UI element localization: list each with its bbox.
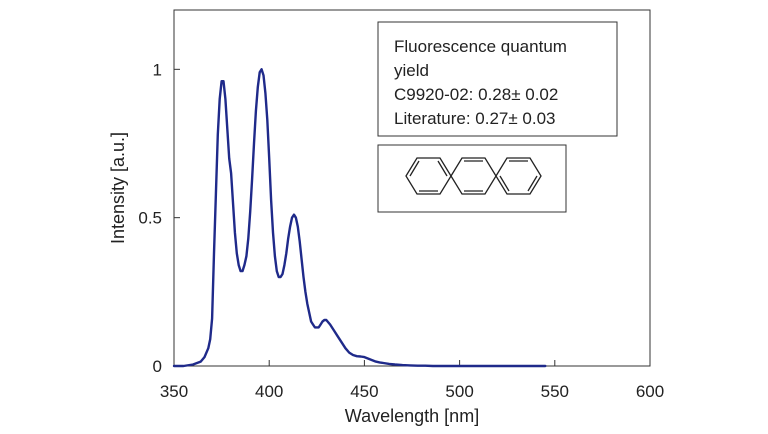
anthracene-molecule-icon xyxy=(405,157,542,195)
legend-line-1: Fluorescence quantum xyxy=(394,37,567,56)
y-tick-label: 1 xyxy=(153,60,162,79)
legend-line-3: C9920-02: 0.28± 0.02 xyxy=(394,85,558,104)
structure-frame xyxy=(377,144,567,213)
y-axis-title: Intensity [a.u.] xyxy=(108,132,128,244)
legend-frame xyxy=(377,21,618,137)
series-line xyxy=(172,68,547,368)
x-axis-title: Wavelength [nm] xyxy=(345,406,479,426)
x-axis-ticks: 350 400 450 500 550 600 xyxy=(160,360,664,401)
x-tick-label: 600 xyxy=(636,382,664,401)
y-tick-label: 0.5 xyxy=(138,209,162,228)
x-tick-label: 550 xyxy=(541,382,569,401)
legend-line-2: yield xyxy=(394,61,429,80)
anthracene-structure xyxy=(377,144,567,213)
x-tick-label: 400 xyxy=(255,382,283,401)
x-tick-label: 350 xyxy=(160,382,188,401)
legend-line-4: Literature: 0.27± 0.03 xyxy=(394,109,556,128)
x-tick-label: 450 xyxy=(350,382,378,401)
y-tick-label: 0 xyxy=(153,357,162,376)
x-tick-label: 500 xyxy=(445,382,473,401)
legend-box: Fluorescence quantum yield C9920-02: 0.2… xyxy=(377,21,618,137)
